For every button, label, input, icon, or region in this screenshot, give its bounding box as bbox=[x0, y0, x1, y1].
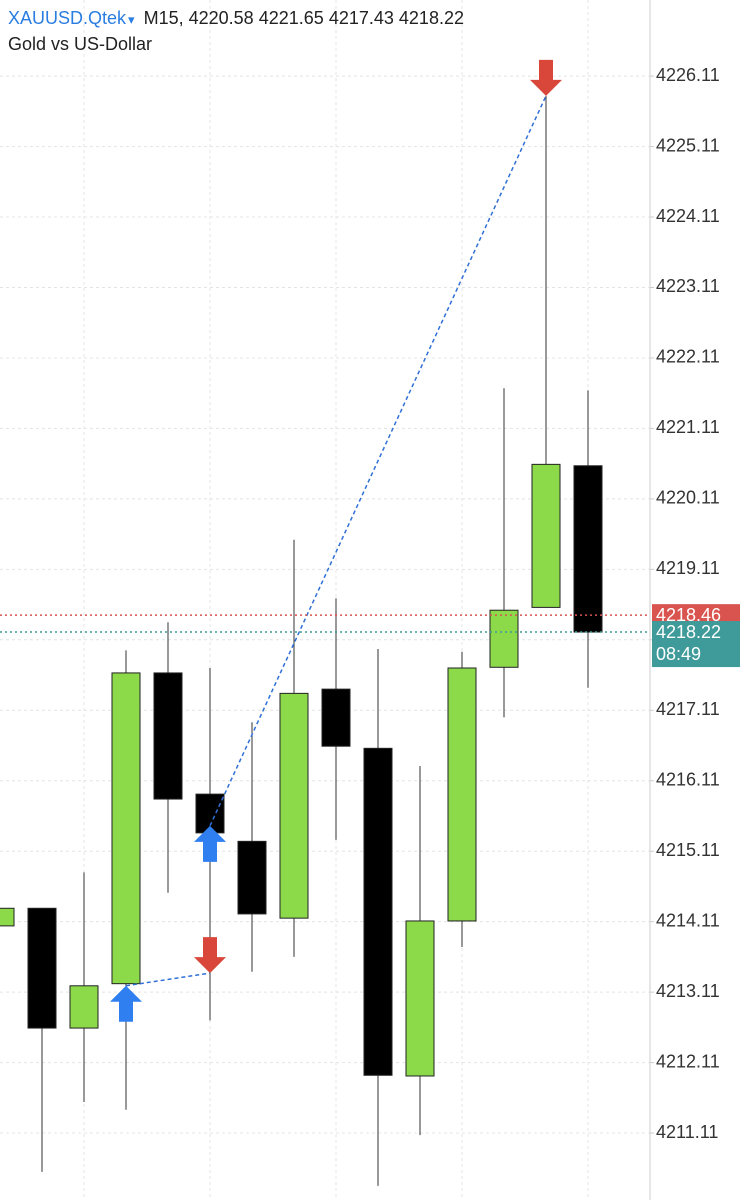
candle-body bbox=[27, 907, 57, 1029]
countdown-label: 08:49 bbox=[656, 644, 701, 664]
ohlc-high: 4221.65 bbox=[258, 8, 324, 28]
header-line: XAUUSD.Qtek ▾ M15, 4220.58 4221.65 4217.4… bbox=[8, 6, 464, 32]
y-tick-label: 4211.11 bbox=[656, 1122, 718, 1142]
y-tick-label: 4221.11 bbox=[656, 417, 720, 437]
trade-line bbox=[209, 95, 547, 827]
candle-body bbox=[321, 688, 351, 747]
y-tick-label: 4219.11 bbox=[656, 558, 720, 578]
candle-body bbox=[69, 985, 99, 1029]
header: XAUUSD.Qtek ▾ M15, 4220.58 4221.65 4217.4… bbox=[8, 6, 464, 56]
symbol[interactable]: XAUUSD.Qtek bbox=[8, 8, 127, 28]
candle-body bbox=[363, 747, 393, 1076]
candle-body bbox=[279, 692, 309, 919]
timeframe: M15, bbox=[143, 8, 184, 28]
sell-marker bbox=[194, 937, 226, 974]
y-tick-label: 4213.11 bbox=[656, 981, 720, 1001]
price-label-box bbox=[652, 621, 740, 668]
y-tick-label: 4226.11 bbox=[656, 65, 720, 85]
symbol-caret[interactable]: ▾ bbox=[128, 12, 135, 27]
y-tick-label: 4216.11 bbox=[656, 769, 720, 789]
y-tick-label: 4222.11 bbox=[656, 347, 720, 367]
price-label-box bbox=[652, 604, 740, 627]
y-tick-label: 4214.11 bbox=[656, 910, 720, 930]
y-tick-label: 4224.11 bbox=[656, 206, 720, 226]
description: Gold vs US-Dollar bbox=[8, 34, 153, 54]
candle-body bbox=[573, 465, 603, 633]
y-tick-label: 4225.11 bbox=[656, 135, 720, 155]
ohlc-low: 4217.43 bbox=[328, 8, 394, 28]
candle-body bbox=[447, 667, 477, 922]
y-tick-label: 4223.11 bbox=[656, 276, 720, 296]
ohlc-open: 4220.58 bbox=[188, 8, 254, 28]
candle-body bbox=[237, 840, 267, 915]
candle-body bbox=[111, 672, 141, 985]
y-tick-label: 4212.11 bbox=[656, 1051, 720, 1071]
ohlc-close: 4218.22 bbox=[398, 8, 464, 28]
trade-line bbox=[125, 972, 211, 987]
y-tick-label: 4220.11 bbox=[656, 488, 720, 508]
price-label: 4218.46 bbox=[656, 605, 721, 625]
buy-marker bbox=[194, 825, 226, 862]
candle-body bbox=[531, 463, 561, 608]
buy-marker bbox=[110, 985, 142, 1022]
sell-marker bbox=[530, 59, 562, 96]
candle-body bbox=[0, 907, 15, 927]
candle-body bbox=[405, 920, 435, 1077]
candle-body bbox=[153, 672, 183, 800]
candle-body bbox=[489, 609, 519, 668]
y-tick-label: 4215.11 bbox=[656, 840, 720, 860]
y-tick-label: 4217.11 bbox=[656, 699, 720, 719]
price-label: 4218.22 bbox=[656, 622, 721, 642]
